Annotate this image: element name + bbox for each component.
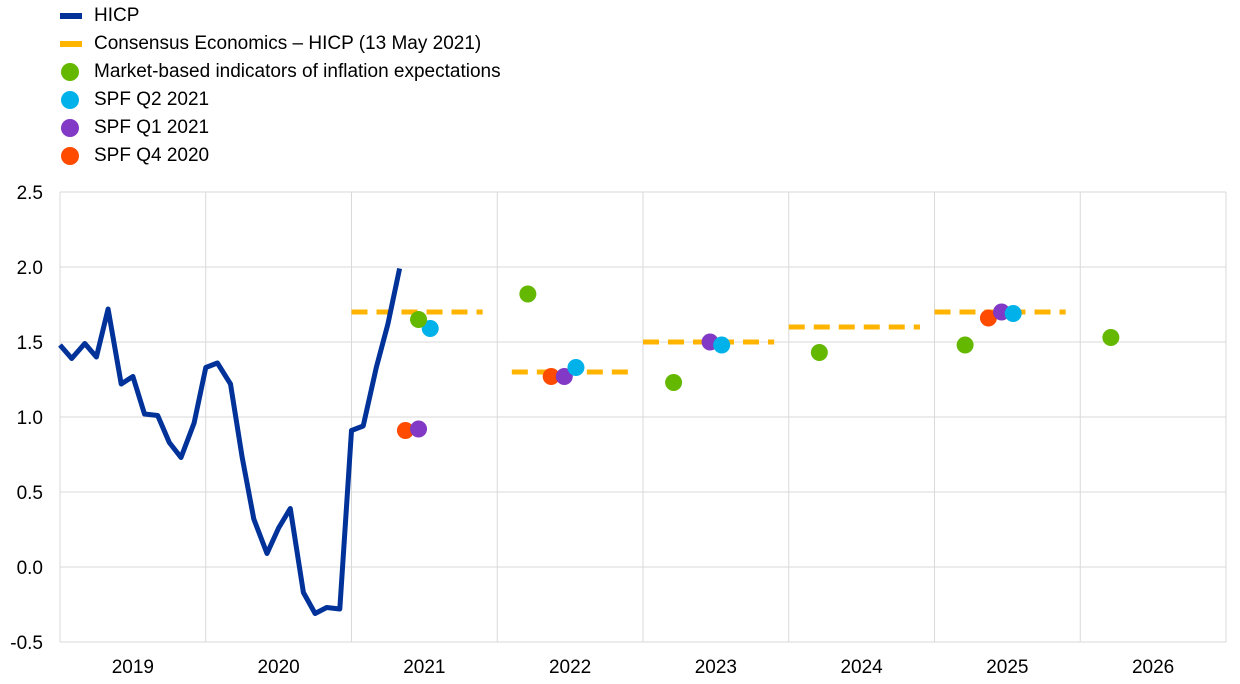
spf-q2-2021-point xyxy=(1004,305,1022,322)
spf-q2-2021-point xyxy=(421,320,439,337)
spf-q4-2020-point xyxy=(396,422,414,439)
spf-q2-2021-point xyxy=(713,336,731,354)
x-tick-label: 2023 xyxy=(695,657,737,678)
legend-label: Consensus Economics – HICP (13 May 2021) xyxy=(94,33,482,54)
spf-q1-2021-point xyxy=(410,420,428,438)
legend-label: SPF Q2 2021 xyxy=(94,89,210,110)
legend-item: SPF Q2 2021 xyxy=(56,86,501,114)
x-tick-label: 2021 xyxy=(403,657,445,678)
legend-dot-icon xyxy=(61,119,79,137)
hicp-line xyxy=(58,267,403,616)
x-axis: 2019 2020 2021 2022 2023 2024 2025 2026 xyxy=(112,657,1175,678)
x-tick-label: 2019 xyxy=(112,657,154,678)
legend-dot-icon xyxy=(61,147,79,165)
spf-q4-2020-point xyxy=(542,368,560,385)
market-based-point xyxy=(665,374,683,391)
legend-key-icon xyxy=(56,86,94,114)
legend-item: SPF Q1 2021 xyxy=(56,114,501,142)
spf-q4-2020-point xyxy=(979,309,997,327)
spf-q1-2021-point xyxy=(555,368,573,385)
y-tick-label: -0.5 xyxy=(10,633,43,654)
legend-dot-icon xyxy=(61,63,79,81)
legend-label: SPF Q1 2021 xyxy=(94,117,210,138)
legend-key-icon xyxy=(56,142,94,170)
x-tick-label: 2020 xyxy=(257,657,299,678)
grid-lines xyxy=(59,191,1227,643)
legend-key-icon xyxy=(56,2,94,30)
x-tick-label: 2025 xyxy=(986,657,1028,678)
y-tick-label: 2.5 xyxy=(17,183,43,204)
y-tick-label: 2.0 xyxy=(17,258,43,279)
legend-key-icon xyxy=(56,114,94,142)
spf-q2-2021-point xyxy=(567,359,585,376)
market-based-point xyxy=(810,344,828,361)
x-tick-label: 2026 xyxy=(1132,657,1174,678)
market-based-point xyxy=(956,336,974,354)
chart-legend: HICP Consensus Economics – HICP (13 May 2… xyxy=(56,2,501,170)
y-axis: 2.5 2.0 1.5 1.0 0.5 0.0 -0.5 xyxy=(10,183,43,654)
legend-key-icon xyxy=(56,30,94,58)
chart-marks xyxy=(58,267,1120,616)
y-tick-label: 0.0 xyxy=(17,558,43,579)
legend-key-icon xyxy=(56,58,94,86)
legend-label: Market-based indicators of inflation exp… xyxy=(94,61,501,82)
y-tick-label: 1.5 xyxy=(17,333,43,354)
market-based-point xyxy=(410,311,428,328)
legend-dot-icon xyxy=(61,91,79,109)
x-tick-label: 2022 xyxy=(549,657,591,678)
legend-label: HICP xyxy=(94,5,140,26)
market-based-point xyxy=(519,285,537,303)
legend-item: Consensus Economics – HICP (13 May 2021) xyxy=(56,30,501,58)
legend-label: SPF Q4 2020 xyxy=(94,145,210,166)
market-based-point xyxy=(1102,329,1120,346)
legend-line-icon xyxy=(60,13,82,19)
y-tick-label: 1.0 xyxy=(17,408,43,429)
legend-item: HICP xyxy=(56,2,501,30)
legend-item: Market-based indicators of inflation exp… xyxy=(56,58,501,86)
legend-line-icon xyxy=(60,41,82,47)
legend-item: SPF Q4 2020 xyxy=(56,142,501,170)
y-tick-label: 0.5 xyxy=(17,483,43,504)
x-tick-label: 2024 xyxy=(840,657,883,678)
